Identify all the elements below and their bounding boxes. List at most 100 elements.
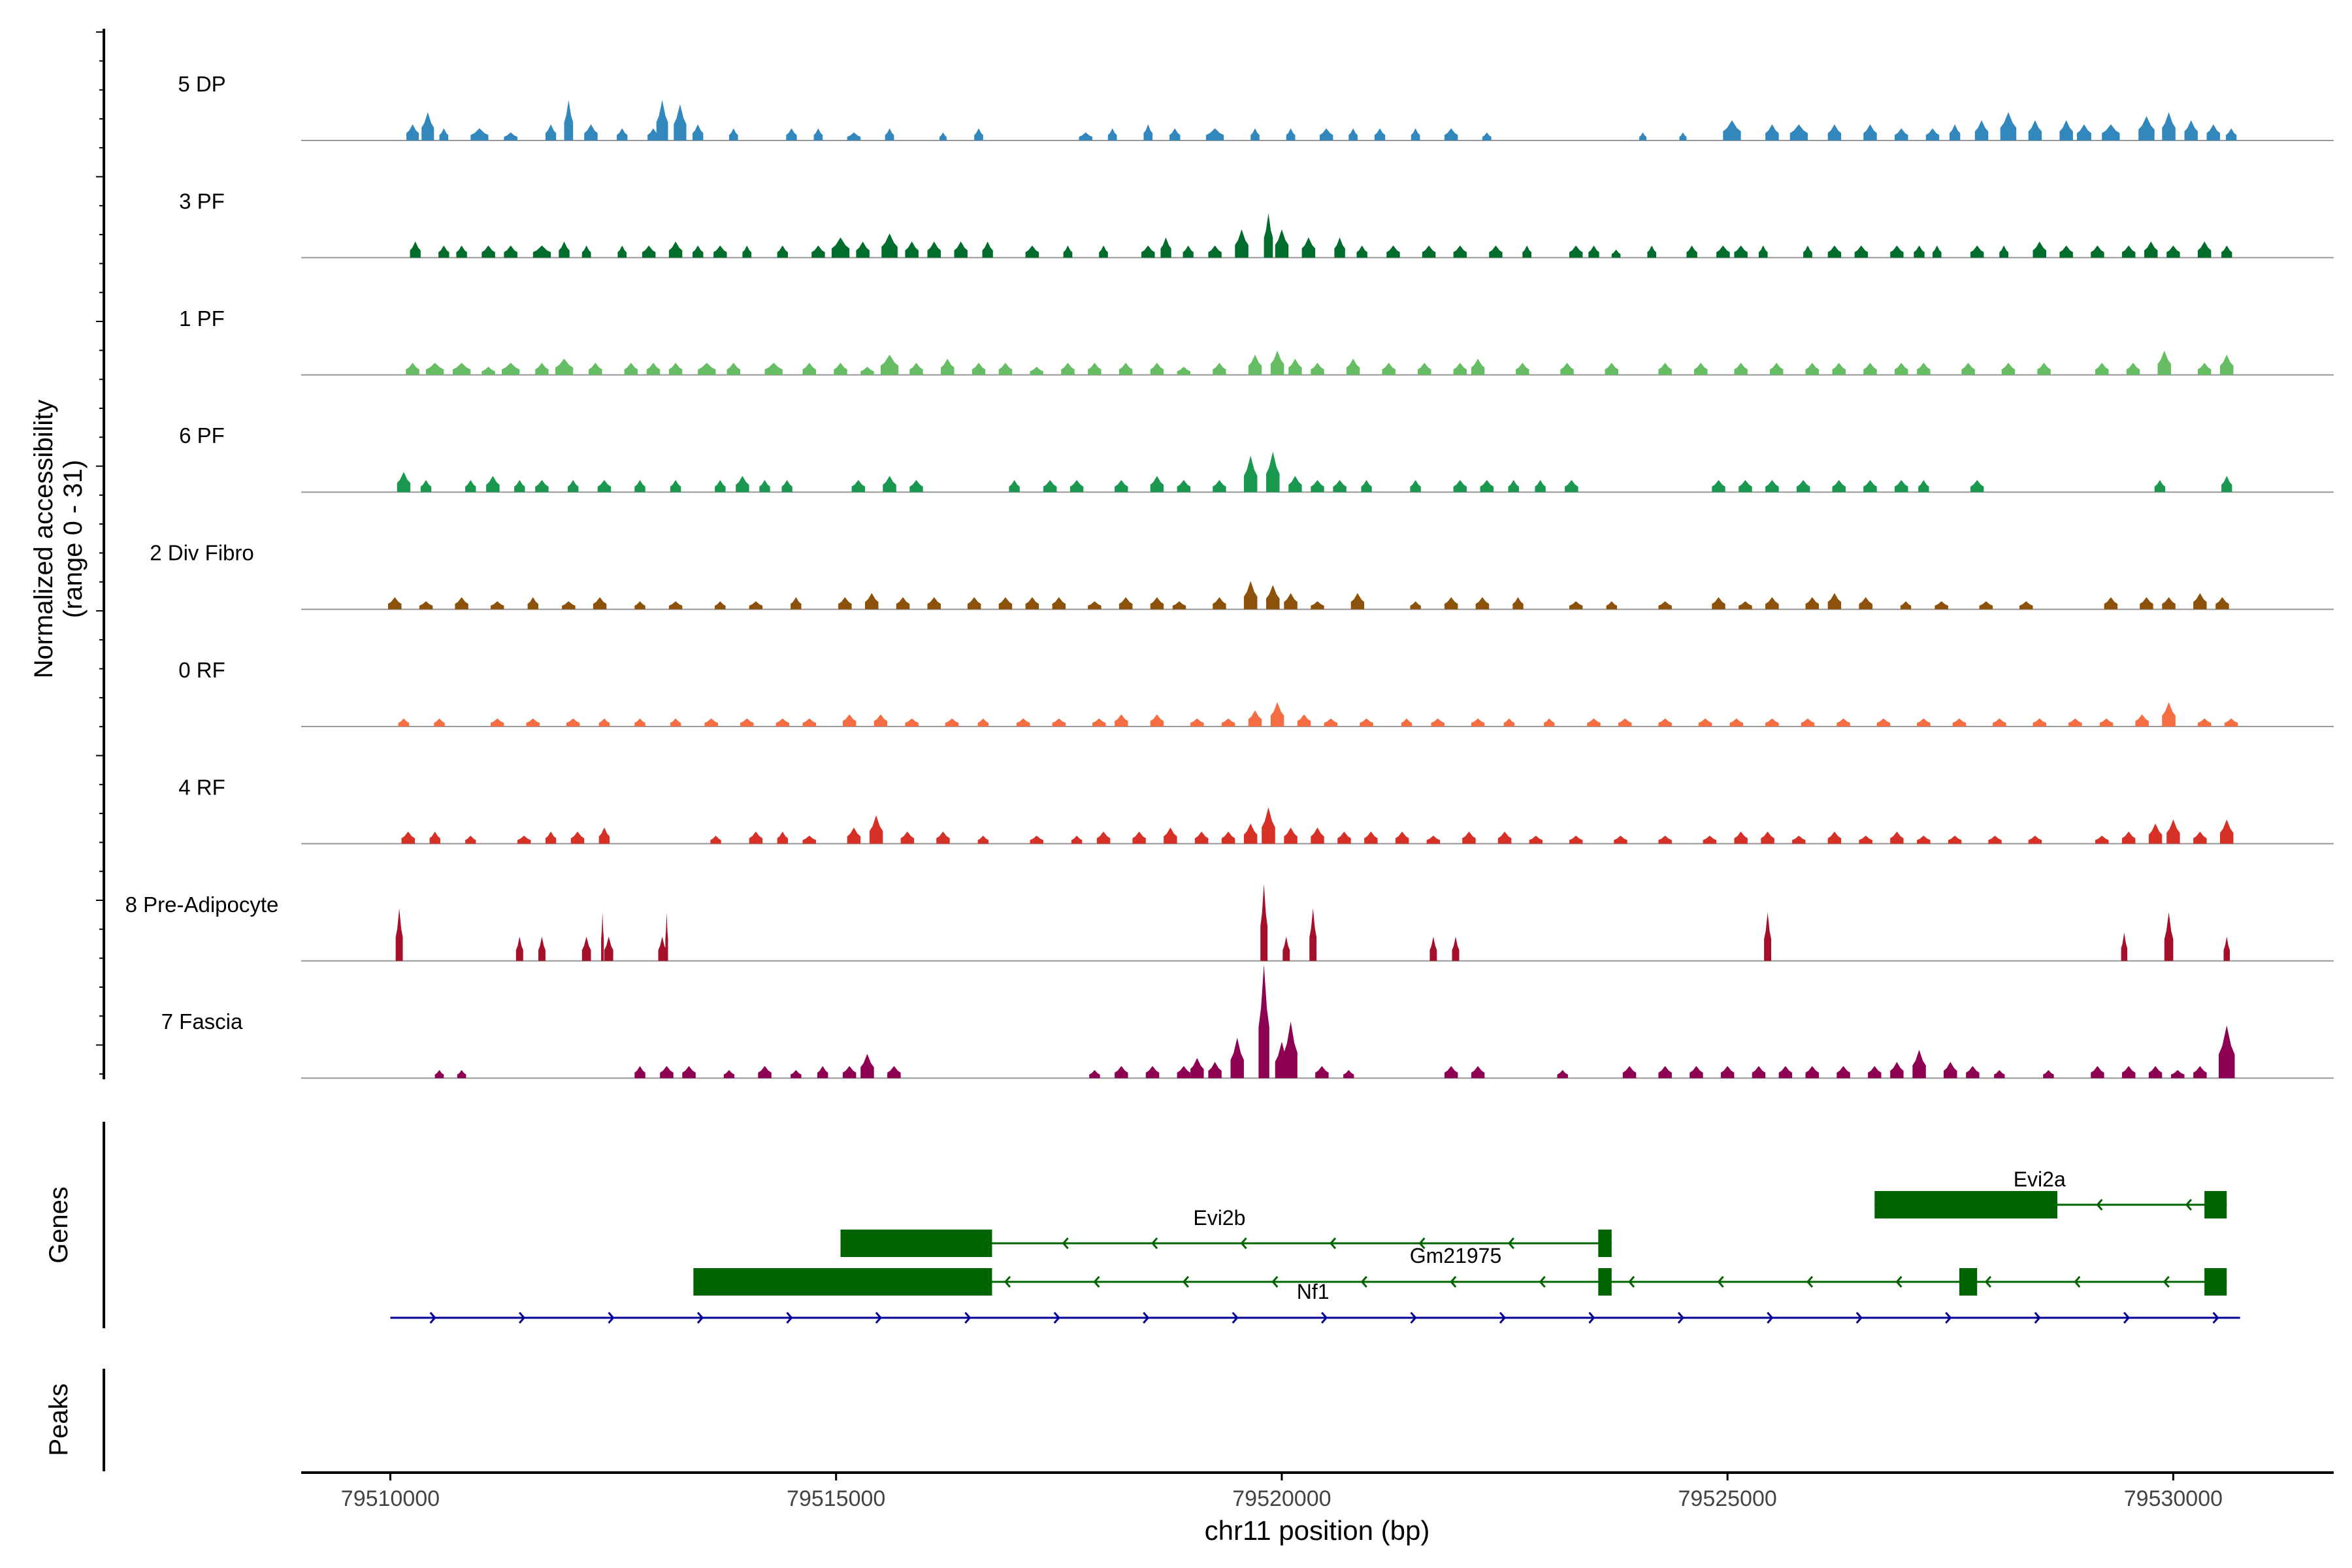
coverage-peak-2-25 bbox=[1119, 363, 1133, 375]
track-label: 1 PF bbox=[179, 306, 225, 331]
coverage-peak-0-2 bbox=[439, 128, 449, 140]
coverage-peak-1-33 bbox=[1301, 237, 1316, 258]
coverage-peak-5-45 bbox=[1993, 718, 2006, 727]
coverage-peak-5-9 bbox=[740, 718, 754, 727]
coverage-peak-8-3 bbox=[660, 1066, 674, 1079]
coverage-peak-4-4 bbox=[527, 597, 538, 610]
coverage-peak-5-29 bbox=[1401, 718, 1413, 727]
coverage-peak-1-16 bbox=[831, 237, 850, 258]
coverage-peak-6-24 bbox=[1262, 807, 1275, 844]
coverage-peak-2-38 bbox=[1516, 363, 1529, 375]
coverage-peak-7-8 bbox=[1260, 884, 1268, 961]
coverage-peak-5-51 bbox=[2197, 718, 2212, 727]
strand-arrow bbox=[518, 1312, 526, 1324]
coverage-peak-6-22 bbox=[1221, 831, 1235, 844]
coverage-peak-5-12 bbox=[842, 714, 857, 727]
coverage-peak-1-37 bbox=[1422, 245, 1436, 258]
coverage-peak-8-2 bbox=[634, 1066, 645, 1079]
strand-arrow bbox=[1499, 1312, 1507, 1324]
coverage-peak-5-34 bbox=[1587, 718, 1601, 727]
coverage-peak-1-25 bbox=[1099, 245, 1108, 258]
coverage-peak-5-43 bbox=[1917, 718, 1931, 727]
coverage-peak-3-6 bbox=[568, 480, 579, 493]
coverage-peak-1-50 bbox=[1827, 245, 1842, 258]
coverage-peak-6-11 bbox=[847, 827, 861, 844]
coverage-peak-6-32 bbox=[1497, 831, 1512, 844]
strand-arrow bbox=[1240, 1237, 1247, 1249]
coverage-peak-3-25 bbox=[1266, 451, 1280, 493]
coverage-peak-2-6 bbox=[555, 359, 574, 375]
coverage-peak-3-19 bbox=[1070, 480, 1084, 493]
coverage-peak-4-22 bbox=[1150, 597, 1164, 610]
coverage-peak-2-49 bbox=[1917, 363, 1931, 375]
coverage-peak-2-53 bbox=[2095, 363, 2109, 375]
coverage-peak-1-7 bbox=[581, 245, 591, 258]
strand-arrow bbox=[1855, 1312, 1863, 1324]
gene-evi2a: Evi2a bbox=[1874, 1168, 2227, 1218]
coverage-peak-6-30 bbox=[1426, 836, 1441, 844]
coverage-peak-4-1 bbox=[419, 601, 433, 610]
strand-arrow bbox=[429, 1312, 436, 1324]
coverage-peak-6-6 bbox=[598, 827, 610, 844]
coverage-peak-2-1 bbox=[426, 363, 444, 375]
coverage-peak-1-13 bbox=[742, 245, 752, 258]
track-label: 3 PF bbox=[179, 189, 225, 213]
coverage-peak-8-42 bbox=[2091, 1066, 2104, 1079]
coverage-peak-6-18 bbox=[1096, 831, 1111, 844]
coverage-peak-6-39 bbox=[1761, 831, 1774, 844]
coverage-peak-4-12 bbox=[838, 597, 852, 610]
coverage-peak-2-20 bbox=[972, 363, 986, 375]
track-4-rf: 4 RF bbox=[178, 775, 2334, 845]
x-axis-title: chr11 position (bp) bbox=[1205, 1515, 1430, 1546]
coverage-peak-7-6 bbox=[658, 936, 666, 961]
coverage-peak-8-46 bbox=[2193, 1066, 2207, 1079]
coverage-peak-0-22 bbox=[1143, 124, 1153, 140]
coverage-peak-0-16 bbox=[847, 132, 861, 140]
coverage-peak-5-52 bbox=[2224, 718, 2238, 727]
coverage-peak-4-25 bbox=[1243, 581, 1258, 610]
coverage-peak-4-47 bbox=[2104, 597, 2118, 610]
coverage-peak-6-33 bbox=[1529, 836, 1543, 844]
coverage-peak-5-44 bbox=[1952, 718, 1967, 727]
coverage-peak-2-7 bbox=[589, 363, 602, 375]
coverage-peak-5-23 bbox=[1221, 718, 1235, 727]
coverage-peak-0-8 bbox=[617, 128, 628, 140]
coverage-peak-6-44 bbox=[1917, 836, 1931, 844]
coverage-peak-7-5 bbox=[601, 912, 604, 961]
coverage-peak-2-14 bbox=[802, 363, 816, 375]
track-5-dp: 5 DP bbox=[178, 72, 2334, 141]
coverage-peak-2-33 bbox=[1346, 359, 1360, 375]
coverage-peak-3-2 bbox=[465, 480, 476, 493]
coverage-peak-3-17 bbox=[1009, 480, 1020, 493]
coverage-peak-1-9 bbox=[642, 245, 656, 258]
strand-arrow bbox=[1182, 1276, 1189, 1288]
coverage-peak-3-22 bbox=[1177, 480, 1191, 493]
coverage-peak-7-14 bbox=[2121, 932, 2128, 961]
coverage-peak-7-13 bbox=[1764, 912, 1771, 961]
coverage-peak-4-44 bbox=[1935, 601, 1948, 610]
coverage-peak-5-48 bbox=[2099, 718, 2114, 727]
peaks-label: Peaks bbox=[44, 1383, 73, 1456]
gene-exon bbox=[840, 1230, 992, 1257]
coverage-peak-8-23 bbox=[1343, 1070, 1354, 1079]
strand-arrow bbox=[1004, 1276, 1011, 1288]
coverage-peak-6-17 bbox=[1071, 836, 1083, 844]
gene-exon bbox=[2204, 1191, 2227, 1218]
coverage-peak-4-14 bbox=[896, 597, 910, 610]
coverage-peak-6-50 bbox=[2148, 823, 2163, 844]
strand-arrow bbox=[2185, 1199, 2192, 1211]
coverage-peak-6-29 bbox=[1395, 831, 1409, 844]
coverage-peak-1-28 bbox=[1183, 245, 1194, 258]
coverage-peak-6-47 bbox=[2028, 836, 2042, 844]
coverage-peak-8-14 bbox=[1145, 1066, 1160, 1079]
coverage-peak-5-8 bbox=[704, 718, 718, 727]
coverage-peak-1-5 bbox=[532, 245, 551, 258]
coverage-peak-8-7 bbox=[791, 1070, 802, 1079]
coverage-peak-6-20 bbox=[1164, 827, 1177, 844]
coverage-peak-3-30 bbox=[1410, 480, 1421, 493]
coverage-peak-3-37 bbox=[1739, 480, 1752, 493]
strand-arrow bbox=[1093, 1276, 1100, 1288]
strand-arrow bbox=[2074, 1276, 2081, 1288]
coverage-peak-1-27 bbox=[1160, 237, 1171, 258]
